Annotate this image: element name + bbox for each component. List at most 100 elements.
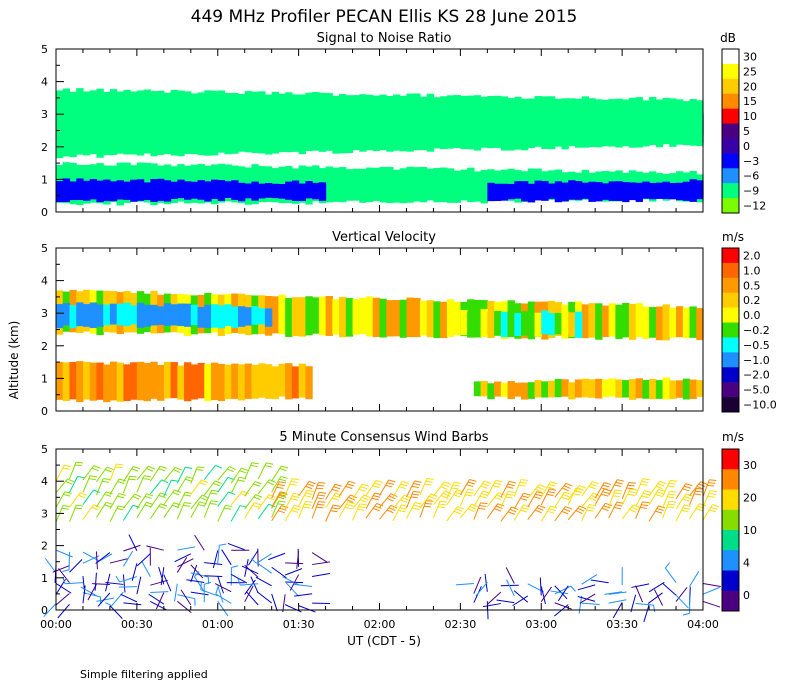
heatmap-cell	[669, 98, 677, 147]
wind-barb-flag	[250, 558, 257, 564]
wind-barb	[204, 562, 223, 566]
heatmap-cell	[534, 380, 542, 398]
y-tick-label: 2	[41, 540, 48, 553]
heatmap-cell	[177, 365, 185, 400]
wind-barb-flag	[318, 482, 326, 484]
wind-barb-flag	[253, 502, 261, 506]
wind-barb-flag	[308, 480, 316, 485]
wind-barb-flag	[334, 483, 342, 487]
y-tick-label: 0	[41, 206, 48, 219]
heatmap-cell	[190, 304, 199, 326]
wind-barb-flag	[200, 582, 202, 590]
colorbar-swatch	[722, 449, 739, 470]
colorbar-swatch	[722, 307, 739, 324]
wind-barb-flag	[614, 489, 622, 492]
heatmap-cell	[109, 181, 118, 202]
wind-barb-flag	[682, 498, 690, 502]
wind-barb-flag	[278, 493, 286, 497]
footer-note: Simple filtering applied	[80, 668, 208, 681]
wind-colorbar: 30 20 10 4 0	[721, 448, 757, 612]
heatmap-cell	[527, 183, 536, 203]
heatmap-cell	[251, 364, 259, 399]
wind-barb-flag	[146, 501, 154, 505]
heatmap-cell	[62, 303, 71, 326]
wind-barb-flag	[655, 493, 663, 497]
colorbar-label: −0.5	[743, 339, 770, 352]
heatmap-cell	[379, 298, 387, 338]
wind-barb-flag	[482, 483, 490, 487]
wind-barb	[141, 560, 151, 577]
heatmap-cell	[143, 182, 151, 201]
wind-barb	[244, 564, 259, 578]
heatmap-cell	[76, 302, 84, 327]
wind-barb-flag	[496, 494, 504, 499]
heatmap-cell	[547, 380, 556, 398]
wind-barb-flag	[403, 494, 411, 499]
wind-barb-flag	[424, 505, 432, 508]
heatmap-cell	[89, 90, 98, 155]
wind-barb-flag	[613, 506, 622, 510]
wind-barb-flag	[269, 479, 276, 483]
wind-barb	[190, 591, 209, 596]
heatmap-cell	[258, 183, 266, 199]
heatmap-cell	[406, 166, 414, 203]
heatmap-cell	[271, 183, 280, 199]
heatmap-cell	[487, 96, 495, 149]
wind-barb-flag	[330, 510, 338, 513]
wind-barb-flag	[592, 481, 600, 485]
wind-barb-flag	[307, 483, 315, 487]
wind-barb-flag	[335, 492, 343, 496]
heatmap-cell	[285, 298, 293, 337]
heatmap-cell	[500, 96, 509, 151]
wind-barb-flag	[358, 506, 366, 509]
wind-barb-flag	[467, 508, 475, 512]
wind-barb-flag	[294, 504, 302, 508]
wind-barb-flag	[106, 501, 113, 505]
wind-barb-flag	[279, 507, 287, 511]
heatmap-cell	[305, 180, 313, 199]
heatmap-cell	[574, 379, 583, 398]
wind-barb-flag	[536, 507, 544, 511]
heatmap-cell	[372, 297, 381, 338]
wind-barb-flag	[160, 492, 168, 496]
wind-barb-flag	[372, 507, 380, 512]
wind-barb	[217, 491, 229, 507]
heatmap-cell	[649, 307, 657, 338]
heatmap-cell	[339, 296, 347, 338]
heatmap-cell	[258, 363, 266, 398]
wind-barb-flag	[398, 486, 406, 490]
y-tick-label: 0	[41, 405, 48, 418]
heatmap-cell	[500, 311, 509, 338]
wind-barb-flag	[588, 485, 596, 490]
wind-barb-flag	[520, 497, 528, 501]
heatmap-cell	[325, 166, 333, 203]
wind-barb-flag	[605, 502, 613, 507]
heatmap-cell	[473, 95, 482, 151]
wind-barb-flag	[492, 485, 500, 488]
wind-barb	[482, 603, 501, 608]
heatmap-cell	[392, 94, 401, 151]
wind-barb	[286, 582, 299, 597]
wind-barb-flag	[533, 496, 541, 500]
heatmap-cell	[197, 306, 205, 328]
wind-barb-flag	[305, 492, 313, 495]
colorbar-label: −3	[743, 155, 759, 168]
wind-barb-flag	[214, 480, 222, 484]
wind-barb	[160, 567, 165, 586]
heatmap-cell	[655, 182, 664, 199]
colorbar-label: 30	[743, 459, 757, 472]
wind-barb-flag	[698, 483, 706, 488]
heatmap-cell	[628, 379, 637, 400]
wind-barb	[406, 502, 416, 519]
heatmap-cell	[541, 180, 549, 201]
wind-barb	[255, 576, 272, 587]
wind-barb-flag	[696, 485, 704, 490]
wind-barb-flag	[76, 504, 84, 507]
heatmap-cell	[143, 362, 151, 402]
wind-barb-flag	[64, 464, 72, 468]
heatmap-cell	[56, 361, 64, 400]
wind-barb-flag	[615, 481, 623, 485]
wind-barb-flag	[302, 506, 311, 509]
heatmap-cell	[339, 167, 347, 203]
wind-barb	[455, 583, 474, 586]
